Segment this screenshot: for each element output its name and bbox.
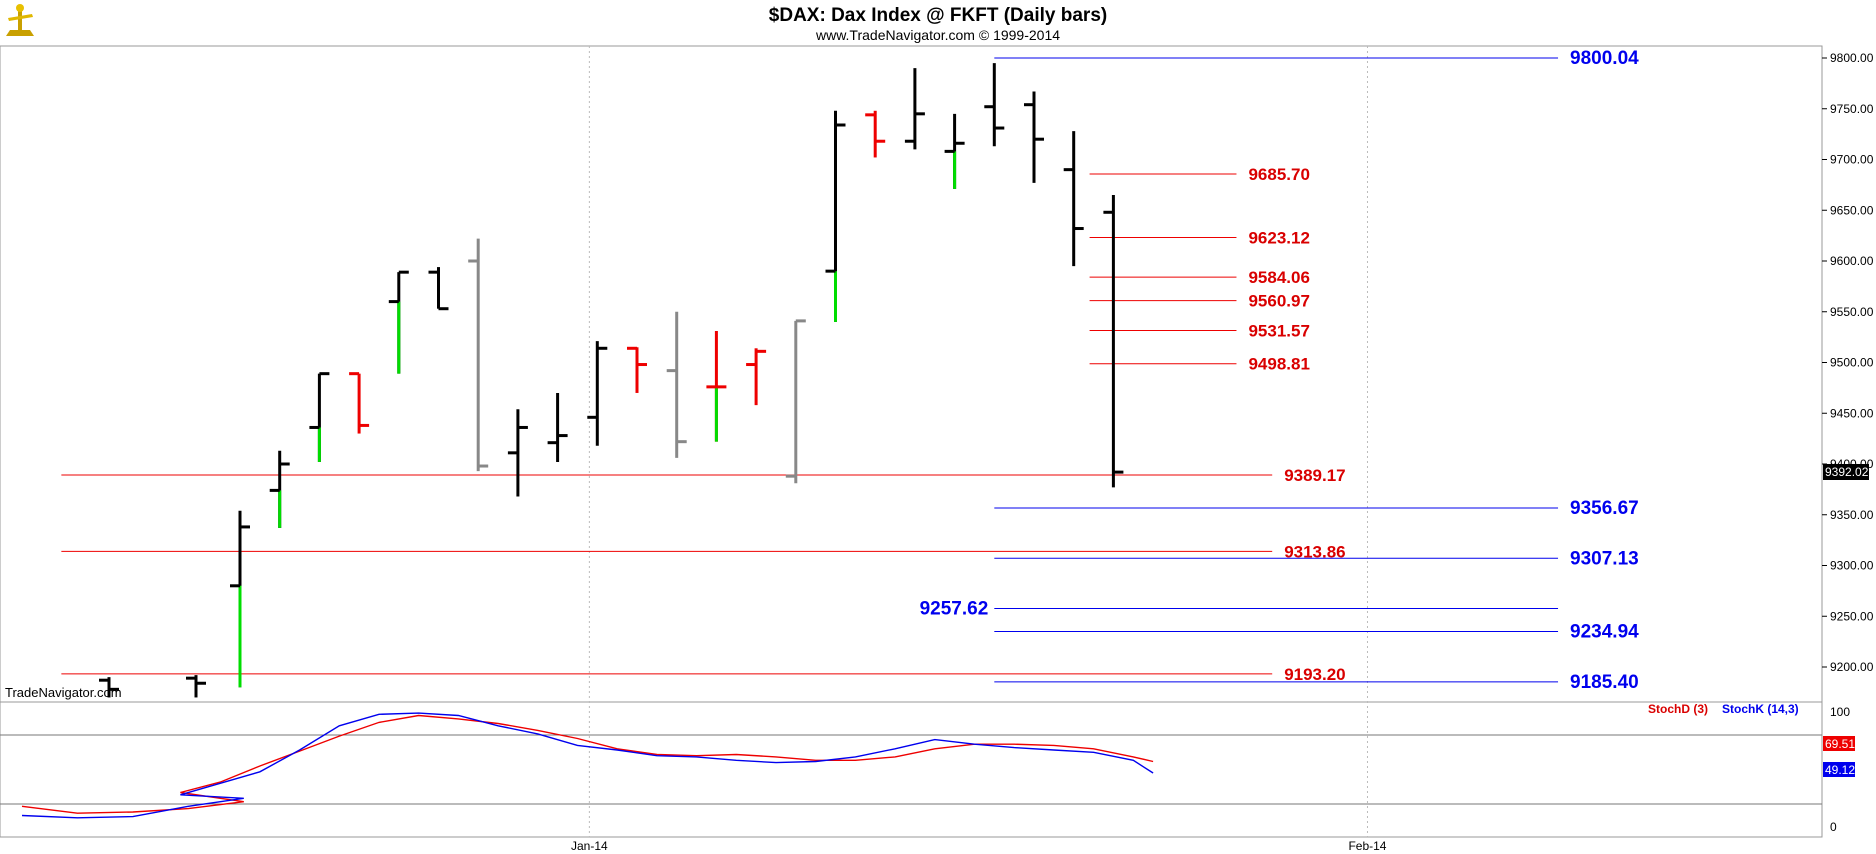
y-tick-label: 9500.00 [1830,356,1874,370]
level-label: 9313.86 [1284,542,1345,561]
stochd-legend: StochD (3) [1648,702,1708,716]
y-tick-label: 9750.00 [1830,102,1874,116]
stoch-tick-label: 100 [1830,705,1850,719]
level-label: 9584.06 [1248,268,1309,287]
stochk-value-marker [1823,762,1855,777]
y-tick-label: 9550.00 [1830,305,1874,319]
stoch-axis: 0 100 [1830,705,1850,834]
chart-subtitle: www.TradeNavigator.com © 1999-2014 [815,27,1060,43]
stochd-value-marker [1823,736,1855,751]
level-label: 9560.97 [1248,292,1309,311]
stochd-line [21,714,1154,814]
level-label: 9800.04 [1570,48,1639,69]
date-axis: Jan-14 Feb-14 [571,839,1387,853]
stochk-line [21,712,1154,819]
level-label: 9193.20 [1284,665,1345,684]
level-label: 9498.81 [1248,355,1309,374]
x-tick-label: Jan-14 [571,839,608,853]
chart-title: $DAX: Dax Index @ FKFT (Daily bars) [769,5,1107,26]
level-label: 9257.62 [920,599,989,620]
price-axis: 9200.009250.009300.009350.009400.009450.… [1822,51,1874,674]
levels: 9800.04 9685.70 9623.12 9584.06 9560.97 9531.… [61,48,1639,693]
y-tick-label: 9250.00 [1830,609,1874,623]
watermark: TradeNavigator.com [5,685,122,700]
stoch-grid [0,734,1822,805]
stoch-lines [21,712,1154,819]
x-tick-label: Feb-14 [1348,839,1386,853]
level-label: 9623.12 [1248,229,1309,248]
stochk-legend: StochK (14,3) [1722,702,1799,716]
bars [99,63,1124,698]
level-label: 9307.13 [1570,548,1639,569]
y-tick-label: 9350.00 [1830,508,1874,522]
stoch-panel-frame [0,701,1823,838]
last-price-label: 9392.02 [1825,465,1869,479]
stoch-tick-label: 0 [1830,820,1837,834]
level-label: 9356.67 [1570,498,1639,519]
last-price-marker [1823,464,1869,480]
level-label: 9389.17 [1284,466,1345,485]
y-tick-label: 9300.00 [1830,559,1874,573]
level-label: 9531.57 [1248,321,1309,340]
level-label: 9685.70 [1248,165,1309,184]
y-tick-label: 9700.00 [1830,153,1874,167]
logo [2,2,40,40]
y-tick-label: 9650.00 [1830,203,1874,217]
level-label: 9185.40 [1570,672,1639,693]
y-tick-label: 9200.00 [1830,660,1874,674]
price-grid [588,46,1368,837]
stochk-value-label: 49.12 [1825,763,1855,777]
y-tick-label: 9450.00 [1830,406,1874,420]
trade-navigator-logo-icon [2,2,40,40]
price-panel-frame [0,45,1823,703]
y-tick-label: 9600.00 [1830,254,1874,268]
level-label: 9234.94 [1570,622,1639,643]
stochd-value-label: 69.51 [1825,737,1855,751]
y-tick-label: 9800.00 [1830,51,1874,65]
